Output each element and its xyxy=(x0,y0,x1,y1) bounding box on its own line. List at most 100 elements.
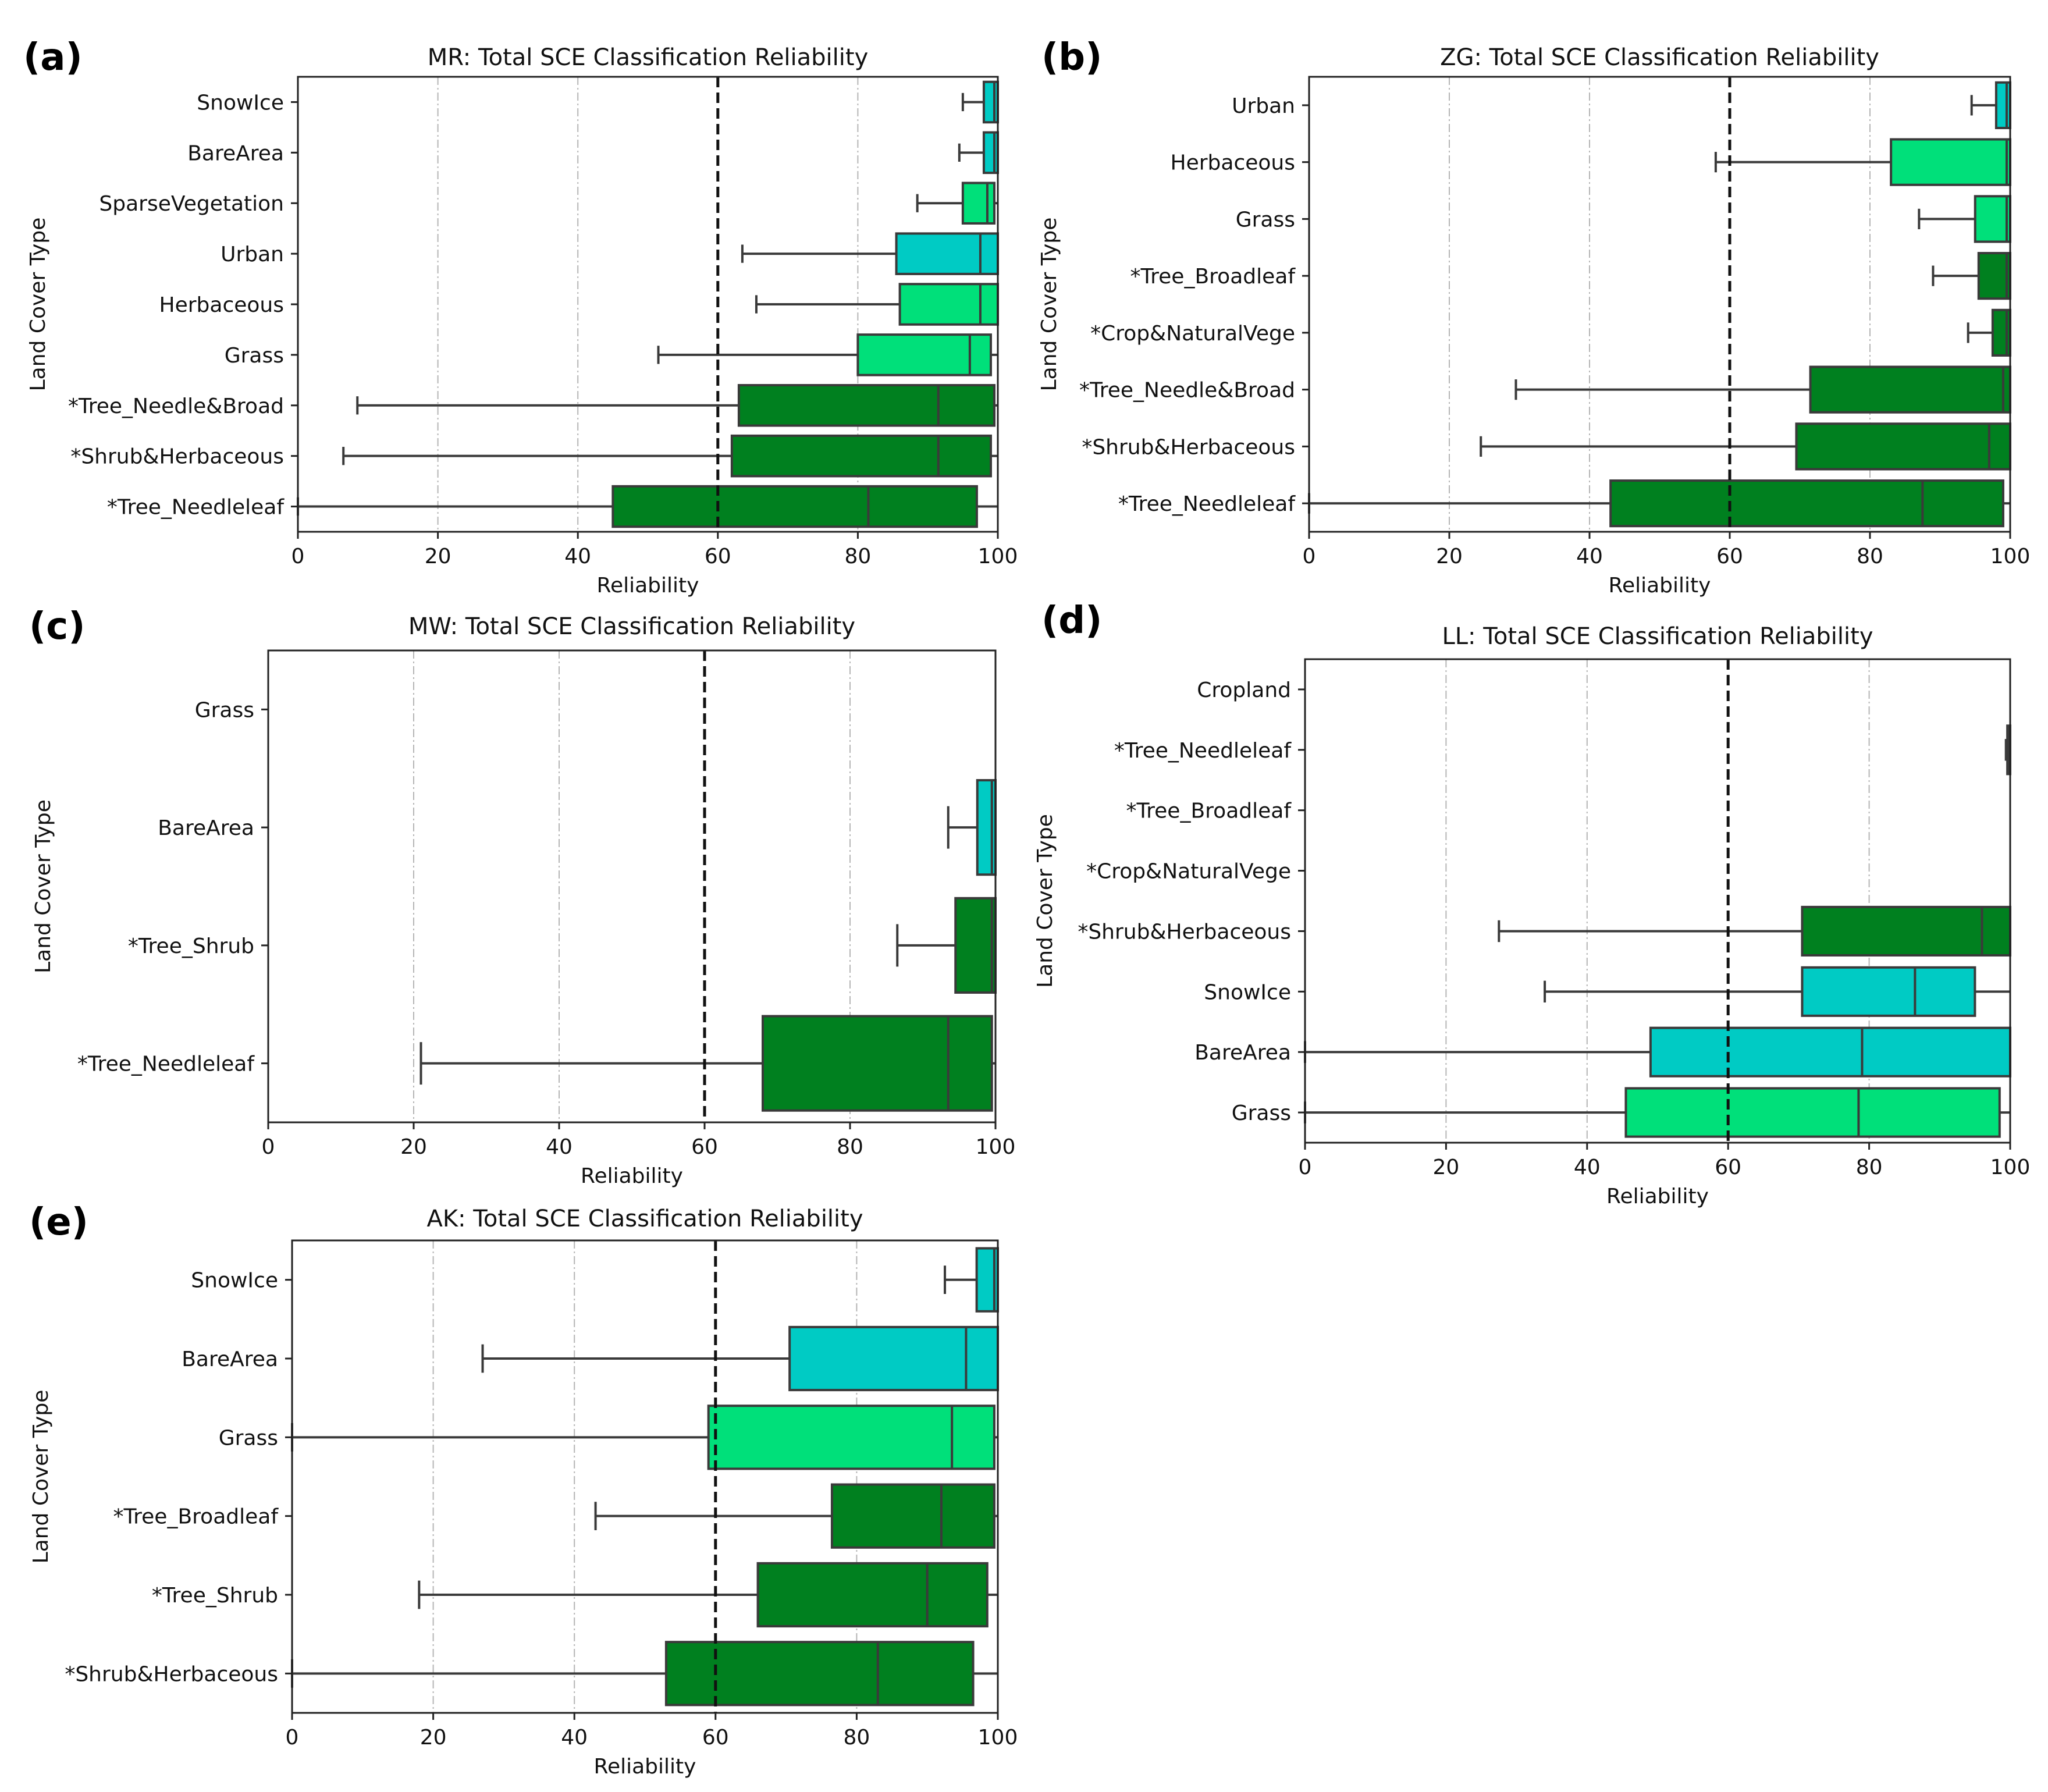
y-tick-label: *Shrub&Herbaceous xyxy=(70,445,284,469)
axes-frame xyxy=(1308,76,2011,533)
x-axis-label: Reliability xyxy=(594,1755,696,1779)
x-tick-label: 100 xyxy=(1990,545,2031,568)
x-axis-label: Reliability xyxy=(1606,1185,1709,1208)
y-tick-label: Urban xyxy=(221,243,284,266)
y-tick-label: *Crop&NaturalVege xyxy=(1086,860,1291,884)
y-axis-label: Land Cover Type xyxy=(1033,814,1057,988)
box-*Tree_Shrub xyxy=(896,897,997,994)
box-*Crop&NaturalVege xyxy=(1967,308,2011,357)
y-tick-label: BareArea xyxy=(158,816,254,840)
x-tick-label: 60 xyxy=(1716,545,1743,568)
panel-letter: (b) xyxy=(1041,36,1102,79)
y-tick-label: *Shrub&Herbaceous xyxy=(65,1662,278,1686)
y-tick-label: *Shrub&Herbaceous xyxy=(1078,920,1291,944)
x-tick-label: 80 xyxy=(837,1135,863,1159)
axes-frame xyxy=(297,76,999,533)
box-iqr xyxy=(982,80,999,124)
box-*Tree_Needle&Broad xyxy=(1514,365,2011,414)
y-tick-label: Grass xyxy=(219,1426,278,1450)
box-iqr xyxy=(1609,479,2004,528)
y-tick-label: Grass xyxy=(1232,1101,1291,1125)
y-tick-label: Urban xyxy=(1232,94,1295,118)
y-tick-label: Cropland xyxy=(1197,678,1291,702)
x-tick-label: 80 xyxy=(1857,545,1883,568)
box-Grass xyxy=(1304,1087,2010,1138)
box-*Shrub&Herbaceous xyxy=(1498,905,2011,957)
y-axis-label: Land Cover Type xyxy=(31,799,55,973)
y-tick-label: SnowIce xyxy=(191,1269,278,1293)
y-tick-label: *Shrub&Herbaceous xyxy=(1082,435,1295,459)
panel-letter: (e) xyxy=(29,1201,88,1244)
x-tick-label: 40 xyxy=(1576,545,1603,568)
x-tick-label: 0 xyxy=(1299,1155,1312,1179)
box-iqr xyxy=(611,485,978,528)
box-Urban xyxy=(741,232,999,275)
y-tick-label: *Tree_Shrub xyxy=(152,1584,278,1608)
x-tick-label: 20 xyxy=(1432,1155,1459,1179)
x-tick-label: 80 xyxy=(843,1726,870,1750)
x-tick-label: 0 xyxy=(1303,545,1316,568)
y-tick-label: SnowIce xyxy=(197,91,284,115)
y-axis-label: Land Cover Type xyxy=(29,1390,53,1564)
x-tick-label: 60 xyxy=(691,1135,718,1159)
box-iqr xyxy=(737,384,995,427)
panel-c: (c) MW: Total SCE Classification Reliabil… xyxy=(29,605,1015,1188)
x-tick-label: 60 xyxy=(705,545,731,568)
y-tick-label: *Tree_Needleleaf xyxy=(1114,739,1292,763)
panel-a: (a) MR: Total SCE Classification Reliabil… xyxy=(23,36,1018,598)
box-iqr xyxy=(830,1483,995,1549)
y-tick-label: Grass xyxy=(225,344,284,368)
y-axis-label: Land Cover Type xyxy=(26,218,50,392)
y-tick-label: *Tree_Needle&Broad xyxy=(1079,379,1295,403)
y-tick-label: *Tree_Broadleaf xyxy=(1126,799,1292,823)
box-iqr xyxy=(1809,365,2011,414)
box-*Shrub&Herbaceous xyxy=(342,434,998,478)
x-tick-label: 40 xyxy=(1574,1155,1601,1179)
y-tick-label: Grass xyxy=(195,698,254,722)
x-axis-label: Reliability xyxy=(597,574,699,598)
panel-letter: (a) xyxy=(23,36,83,79)
axes-frame xyxy=(291,1239,999,1714)
x-tick-label: 60 xyxy=(702,1726,729,1750)
box-SnowIce xyxy=(961,80,999,124)
box-SparseVegetation xyxy=(916,182,998,225)
x-tick-label: 20 xyxy=(425,545,451,568)
y-tick-label: *Tree_Broadleaf xyxy=(1130,265,1296,289)
box-SnowIce xyxy=(1544,966,2010,1017)
box-iqr xyxy=(664,1641,975,1706)
panel-e: (e) AK: Total SCE Classification Reliabil… xyxy=(29,1201,1018,1779)
y-tick-label: Herbaceous xyxy=(159,293,284,317)
box-Grass xyxy=(657,333,998,376)
box-iqr xyxy=(898,283,999,326)
panel-letter: (c) xyxy=(29,605,85,648)
x-tick-label: 0 xyxy=(262,1135,275,1159)
x-tick-label: 100 xyxy=(1990,1155,2031,1179)
y-tick-label: *Tree_Needleleaf xyxy=(107,496,285,520)
box-SnowIce xyxy=(944,1247,999,1313)
box-*Tree_Shrub xyxy=(418,1562,998,1628)
y-axis-label: Land Cover Type xyxy=(1037,218,1061,392)
box-iqr xyxy=(730,434,992,478)
x-tick-label: 100 xyxy=(978,1726,1018,1750)
box-iqr xyxy=(1977,252,2011,300)
box-iqr xyxy=(1624,1087,2001,1138)
y-tick-label: *Tree_Shrub xyxy=(128,934,254,958)
box-iqr xyxy=(1994,81,2011,129)
box-iqr xyxy=(982,131,999,175)
y-tick-label: *Tree_Needleleaf xyxy=(77,1053,255,1076)
x-tick-label: 40 xyxy=(546,1135,573,1159)
chart-title: MR: Total SCE Classification Reliability xyxy=(428,44,869,71)
x-tick-label: 40 xyxy=(564,545,591,568)
y-tick-label: SparseVegetation xyxy=(99,192,284,216)
y-tick-label: *Tree_Needle&Broad xyxy=(68,394,284,418)
box-iqr xyxy=(762,1015,993,1112)
box-*Tree_Needleleaf xyxy=(1308,479,2010,528)
y-tick-label: *Tree_Needleleaf xyxy=(1118,492,1296,516)
y-tick-label: *Crop&NaturalVege xyxy=(1090,322,1295,346)
box-iqr xyxy=(1801,905,2011,957)
box-BareArea xyxy=(947,779,997,876)
y-tick-label: SnowIce xyxy=(1204,980,1291,1004)
x-tick-label: 20 xyxy=(420,1726,447,1750)
y-tick-label: Herbaceous xyxy=(1171,151,1295,175)
panel-letter: (d) xyxy=(1041,599,1102,642)
